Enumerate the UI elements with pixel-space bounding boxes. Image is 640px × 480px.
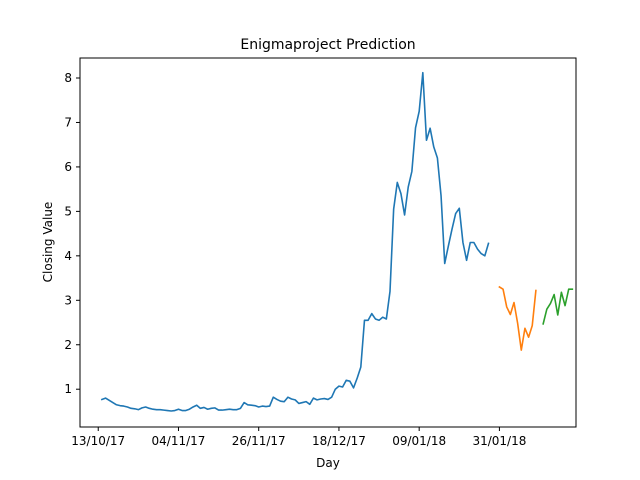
series-line-2: [498, 285, 537, 351]
x-tick-label: 18/12/17: [312, 434, 366, 448]
y-tick-label: 4: [64, 249, 72, 263]
y-tick-label: 5: [64, 204, 72, 218]
y-axis-label: Closing Value: [41, 202, 55, 283]
chart-title: Enigmaproject Prediction: [240, 37, 415, 53]
x-axis-label: Day: [316, 456, 340, 470]
x-tick-label: 26/11/17: [232, 434, 286, 448]
series-line-3: [542, 288, 574, 325]
x-axis: 13/10/17 04/11/17 26/11/17 18/12/17 09/01/18…: [71, 427, 526, 448]
series-line-1: [100, 71, 490, 412]
y-tick-label: 2: [64, 338, 72, 352]
x-tick-label: 04/11/17: [152, 434, 206, 448]
plot-area: [100, 71, 574, 412]
plot-frame: [79, 57, 577, 428]
x-tick-label: 31/01/18: [472, 434, 526, 448]
x-tick-label: 09/01/18: [392, 434, 446, 448]
y-axis: 1 2 3 4 5 6 7 8: [64, 71, 80, 396]
y-tick-label: 6: [64, 160, 72, 174]
y-tick-label: 3: [64, 293, 72, 307]
y-tick-label: 7: [64, 115, 72, 129]
y-tick-label: 8: [64, 71, 72, 85]
x-tick-label: 13/10/17: [71, 434, 125, 448]
y-tick-label: 1: [64, 382, 72, 396]
